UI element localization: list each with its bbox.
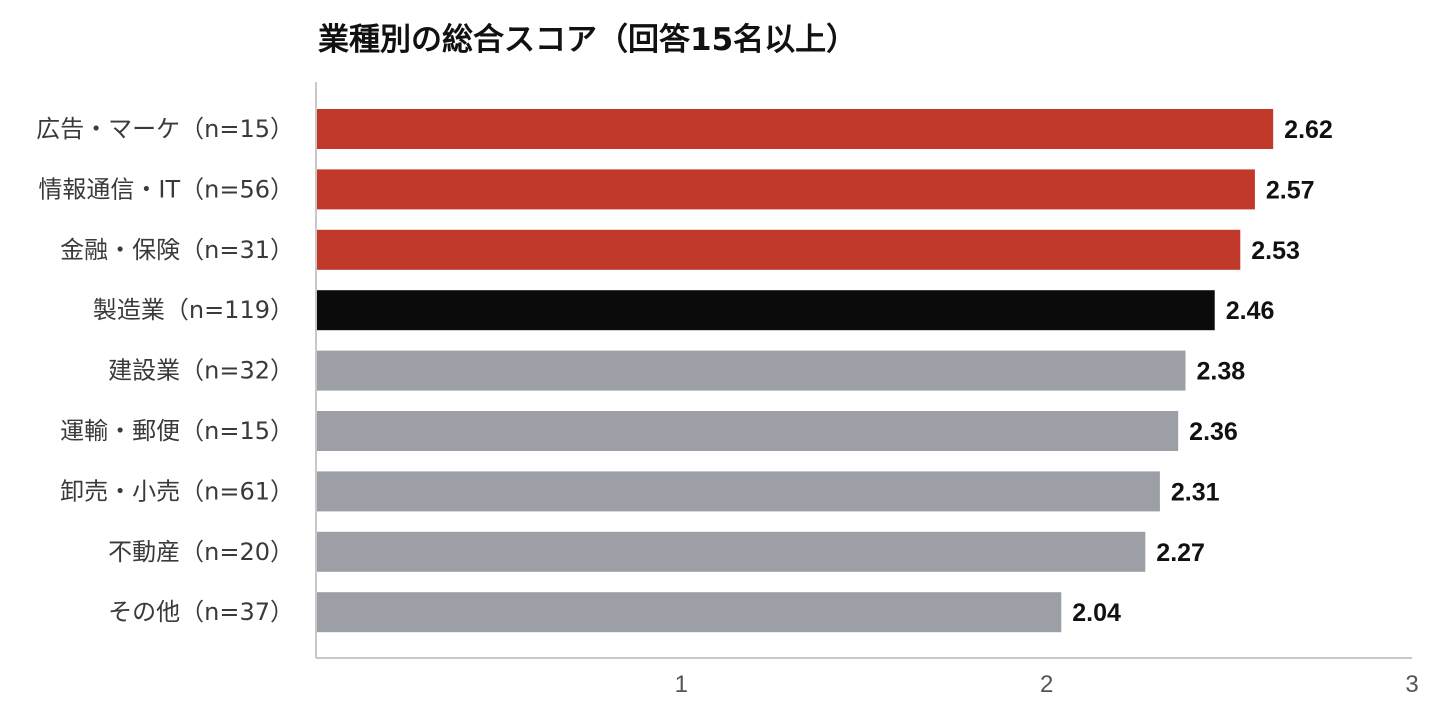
value-label-6: 2.31 (1171, 478, 1220, 506)
value-label-4: 2.38 (1196, 358, 1245, 386)
category-label-8: その他（n=37） (108, 598, 294, 626)
value-label-3: 2.46 (1226, 297, 1275, 325)
bar-6 (317, 471, 1160, 512)
bar-7 (317, 531, 1146, 572)
value-label-7: 2.27 (1156, 539, 1205, 567)
category-label-5: 運輸・郵便（n=15） (60, 417, 294, 445)
bar-1 (317, 169, 1255, 210)
category-label-4: 建設業（n=32） (108, 357, 294, 385)
x-tick-label-1: 2 (1040, 671, 1053, 698)
category-label-6: 卸売・小売（n=61） (60, 477, 294, 505)
category-label-1: 情報通信・IT（n=56） (38, 175, 294, 203)
value-label-1: 2.57 (1266, 176, 1315, 204)
chart-title: 業種別の総合スコア（回答15名以上） (318, 22, 857, 58)
value-label-5: 2.36 (1189, 418, 1238, 446)
category-label-0: 広告・マーケ（n=15） (36, 115, 294, 143)
bar-5 (317, 411, 1179, 451)
category-label-2: 金融・保険（n=31） (60, 236, 294, 264)
x-tick-label-2: 3 (1405, 671, 1418, 698)
x-tick-label-0: 1 (675, 671, 688, 698)
bar-4 (317, 350, 1186, 391)
bar-0 (317, 109, 1274, 149)
value-label-2: 2.53 (1251, 237, 1300, 265)
value-label-0: 2.62 (1284, 116, 1333, 144)
bar-3 (317, 290, 1215, 331)
category-label-3: 製造業（n=119） (93, 296, 294, 324)
bar-8 (317, 592, 1062, 633)
bar-2 (317, 229, 1241, 270)
axes-layer: 1 2 3 (315, 82, 1419, 698)
category-label-7: 不動産（n=20） (108, 538, 294, 566)
bars-layer: 広告・マーケ（n=15） 2.62 情報通信・IT（n=56） 2.57 金融・保険（n… (36, 109, 1333, 633)
value-label-8: 2.04 (1072, 599, 1121, 627)
